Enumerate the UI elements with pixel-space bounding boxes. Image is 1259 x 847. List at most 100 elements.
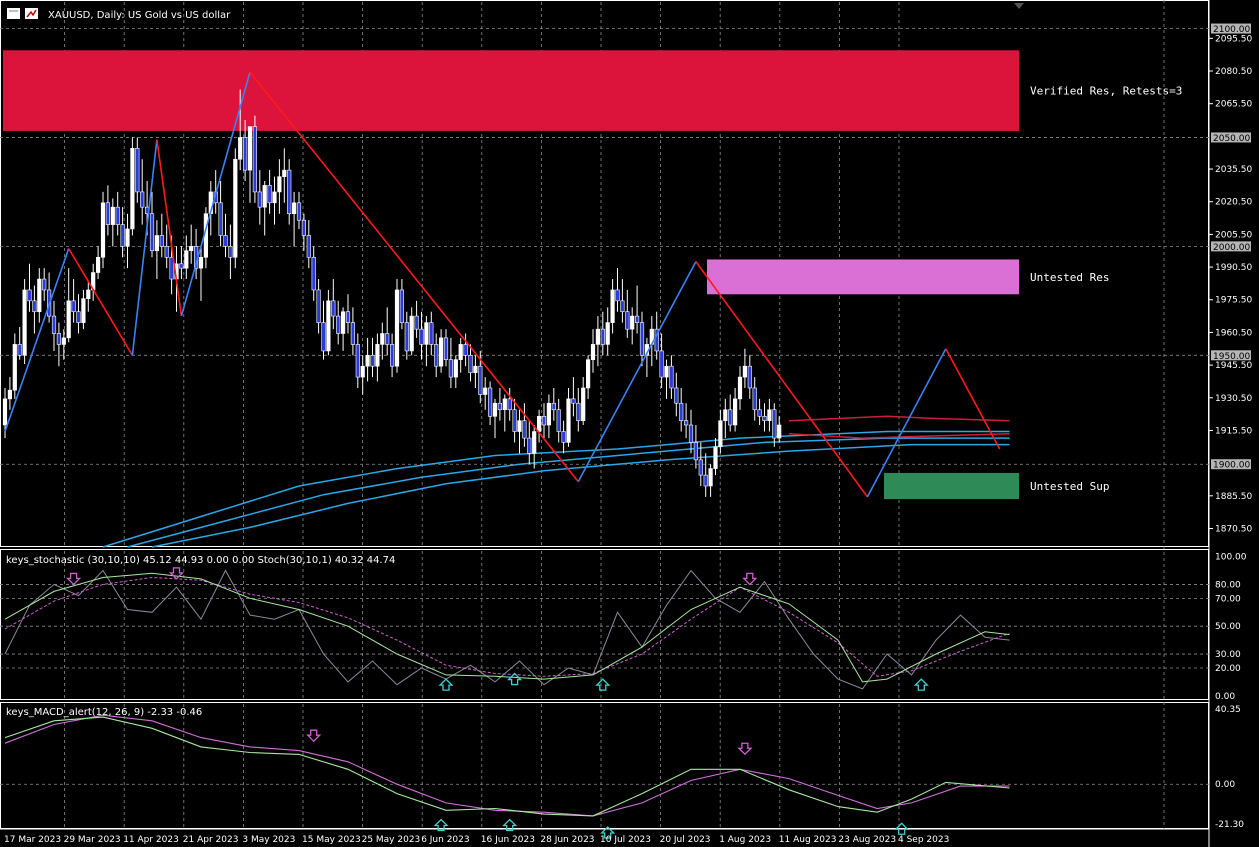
candle-body[interactable] — [404, 322, 409, 352]
candle-body[interactable] — [620, 300, 625, 313]
candle-body[interactable] — [198, 256, 204, 269]
candle-body[interactable] — [600, 328, 605, 345]
candle-body[interactable] — [135, 148, 140, 193]
candle-body[interactable] — [389, 344, 395, 367]
candle-body[interactable] — [7, 389, 13, 400]
candle-body[interactable] — [468, 354, 473, 374]
candle-body[interactable] — [551, 402, 556, 411]
candle-body[interactable] — [272, 191, 277, 204]
candle-body[interactable] — [767, 409, 772, 421]
candle-body[interactable] — [732, 398, 738, 426]
candle-body[interactable] — [576, 402, 581, 421]
candle-body[interactable] — [243, 137, 248, 171]
stochastic-panel[interactable] — [0, 567, 1209, 691]
candle-body[interactable] — [541, 415, 547, 426]
candle-body[interactable] — [747, 365, 752, 389]
candle-body[interactable] — [189, 246, 194, 252]
candle-body[interactable] — [360, 365, 365, 378]
candle-body[interactable] — [728, 409, 733, 426]
candle-body[interactable] — [164, 246, 169, 258]
candle-body[interactable] — [502, 398, 507, 411]
candle-body[interactable] — [419, 328, 424, 345]
candle-body[interactable] — [291, 202, 297, 215]
candle-body[interactable] — [61, 337, 66, 345]
candle-body[interactable] — [22, 289, 27, 356]
candle-body[interactable] — [130, 148, 135, 230]
candle-body[interactable] — [492, 402, 498, 417]
candle-body[interactable] — [399, 289, 405, 323]
candle-body[interactable] — [326, 300, 331, 352]
candle-body[interactable] — [674, 387, 679, 404]
candle-body[interactable] — [385, 333, 390, 345]
candle-body[interactable] — [71, 300, 76, 313]
candle-body[interactable] — [669, 365, 674, 389]
candle-body[interactable] — [321, 322, 326, 352]
candle-body[interactable] — [742, 365, 747, 378]
candle-body[interactable] — [556, 409, 561, 432]
candle-body[interactable] — [394, 289, 400, 367]
candle-body[interactable] — [639, 322, 645, 356]
candle-body[interactable] — [81, 298, 86, 323]
candle-body[interactable] — [708, 468, 713, 487]
candle-body[interactable] — [615, 289, 620, 302]
candle-body[interactable] — [86, 289, 91, 299]
candle-body[interactable] — [306, 235, 311, 258]
candle-body[interactable] — [375, 344, 380, 367]
candle-body[interactable] — [409, 315, 414, 352]
candle-body[interactable] — [96, 256, 101, 273]
candle-body[interactable] — [737, 376, 743, 400]
candle-body[interactable] — [140, 191, 145, 208]
candle-body[interactable] — [100, 202, 106, 258]
candle-body[interactable] — [723, 409, 728, 421]
candle-body[interactable] — [12, 344, 17, 391]
candle-body[interactable] — [679, 402, 684, 421]
candle-body[interactable] — [590, 344, 596, 360]
candle-body[interactable] — [777, 424, 782, 439]
candle-body[interactable] — [277, 176, 282, 193]
candle-body[interactable] — [120, 224, 125, 247]
candle-body[interactable] — [169, 256, 174, 280]
candle-body[interactable] — [772, 409, 777, 439]
candle-body[interactable] — [487, 387, 493, 417]
candle-body[interactable] — [184, 250, 189, 269]
candle-body[interactable] — [752, 387, 757, 411]
candle-body[interactable] — [159, 235, 164, 247]
candle-body[interactable] — [380, 333, 385, 345]
candle-body[interactable] — [340, 311, 346, 334]
candle-body[interactable] — [630, 315, 635, 330]
candle-body[interactable] — [443, 337, 449, 360]
candle-body[interactable] — [414, 315, 419, 330]
candle-body[interactable] — [434, 344, 439, 367]
candle-body[interactable] — [267, 185, 272, 204]
candle-body[interactable] — [355, 344, 360, 378]
candle-body[interactable] — [453, 359, 458, 378]
candle-body[interactable] — [527, 437, 532, 454]
candle-body[interactable] — [76, 311, 81, 323]
candle-body[interactable] — [473, 365, 478, 374]
candle-body[interactable] — [698, 459, 703, 476]
candle-body[interactable] — [154, 235, 160, 252]
candle-body[interactable] — [703, 474, 708, 487]
candle-body[interactable] — [664, 365, 669, 378]
candle-body[interactable] — [27, 289, 32, 302]
candle-body[interactable] — [688, 424, 694, 443]
candle-body[interactable] — [125, 228, 130, 247]
candle-body[interactable] — [287, 169, 292, 215]
candle-body[interactable] — [37, 278, 42, 313]
candle-body[interactable] — [585, 359, 591, 389]
candle-body[interactable] — [228, 246, 233, 258]
candle-body[interactable] — [247, 126, 253, 171]
candle-body[interactable] — [571, 398, 576, 404]
candle-body[interactable] — [311, 256, 316, 291]
candle-body[interactable] — [115, 206, 120, 225]
candle-body[interactable] — [66, 300, 71, 339]
candle-body[interactable] — [252, 126, 258, 193]
candle-body[interactable] — [693, 442, 698, 461]
candle-body[interactable] — [536, 415, 542, 432]
candle-body[interactable] — [296, 202, 302, 221]
candle-body[interactable] — [345, 311, 351, 323]
candle-body[interactable] — [512, 409, 517, 432]
scroll-marker-icon[interactable] — [1014, 3, 1024, 9]
candle-body[interactable] — [51, 315, 57, 334]
